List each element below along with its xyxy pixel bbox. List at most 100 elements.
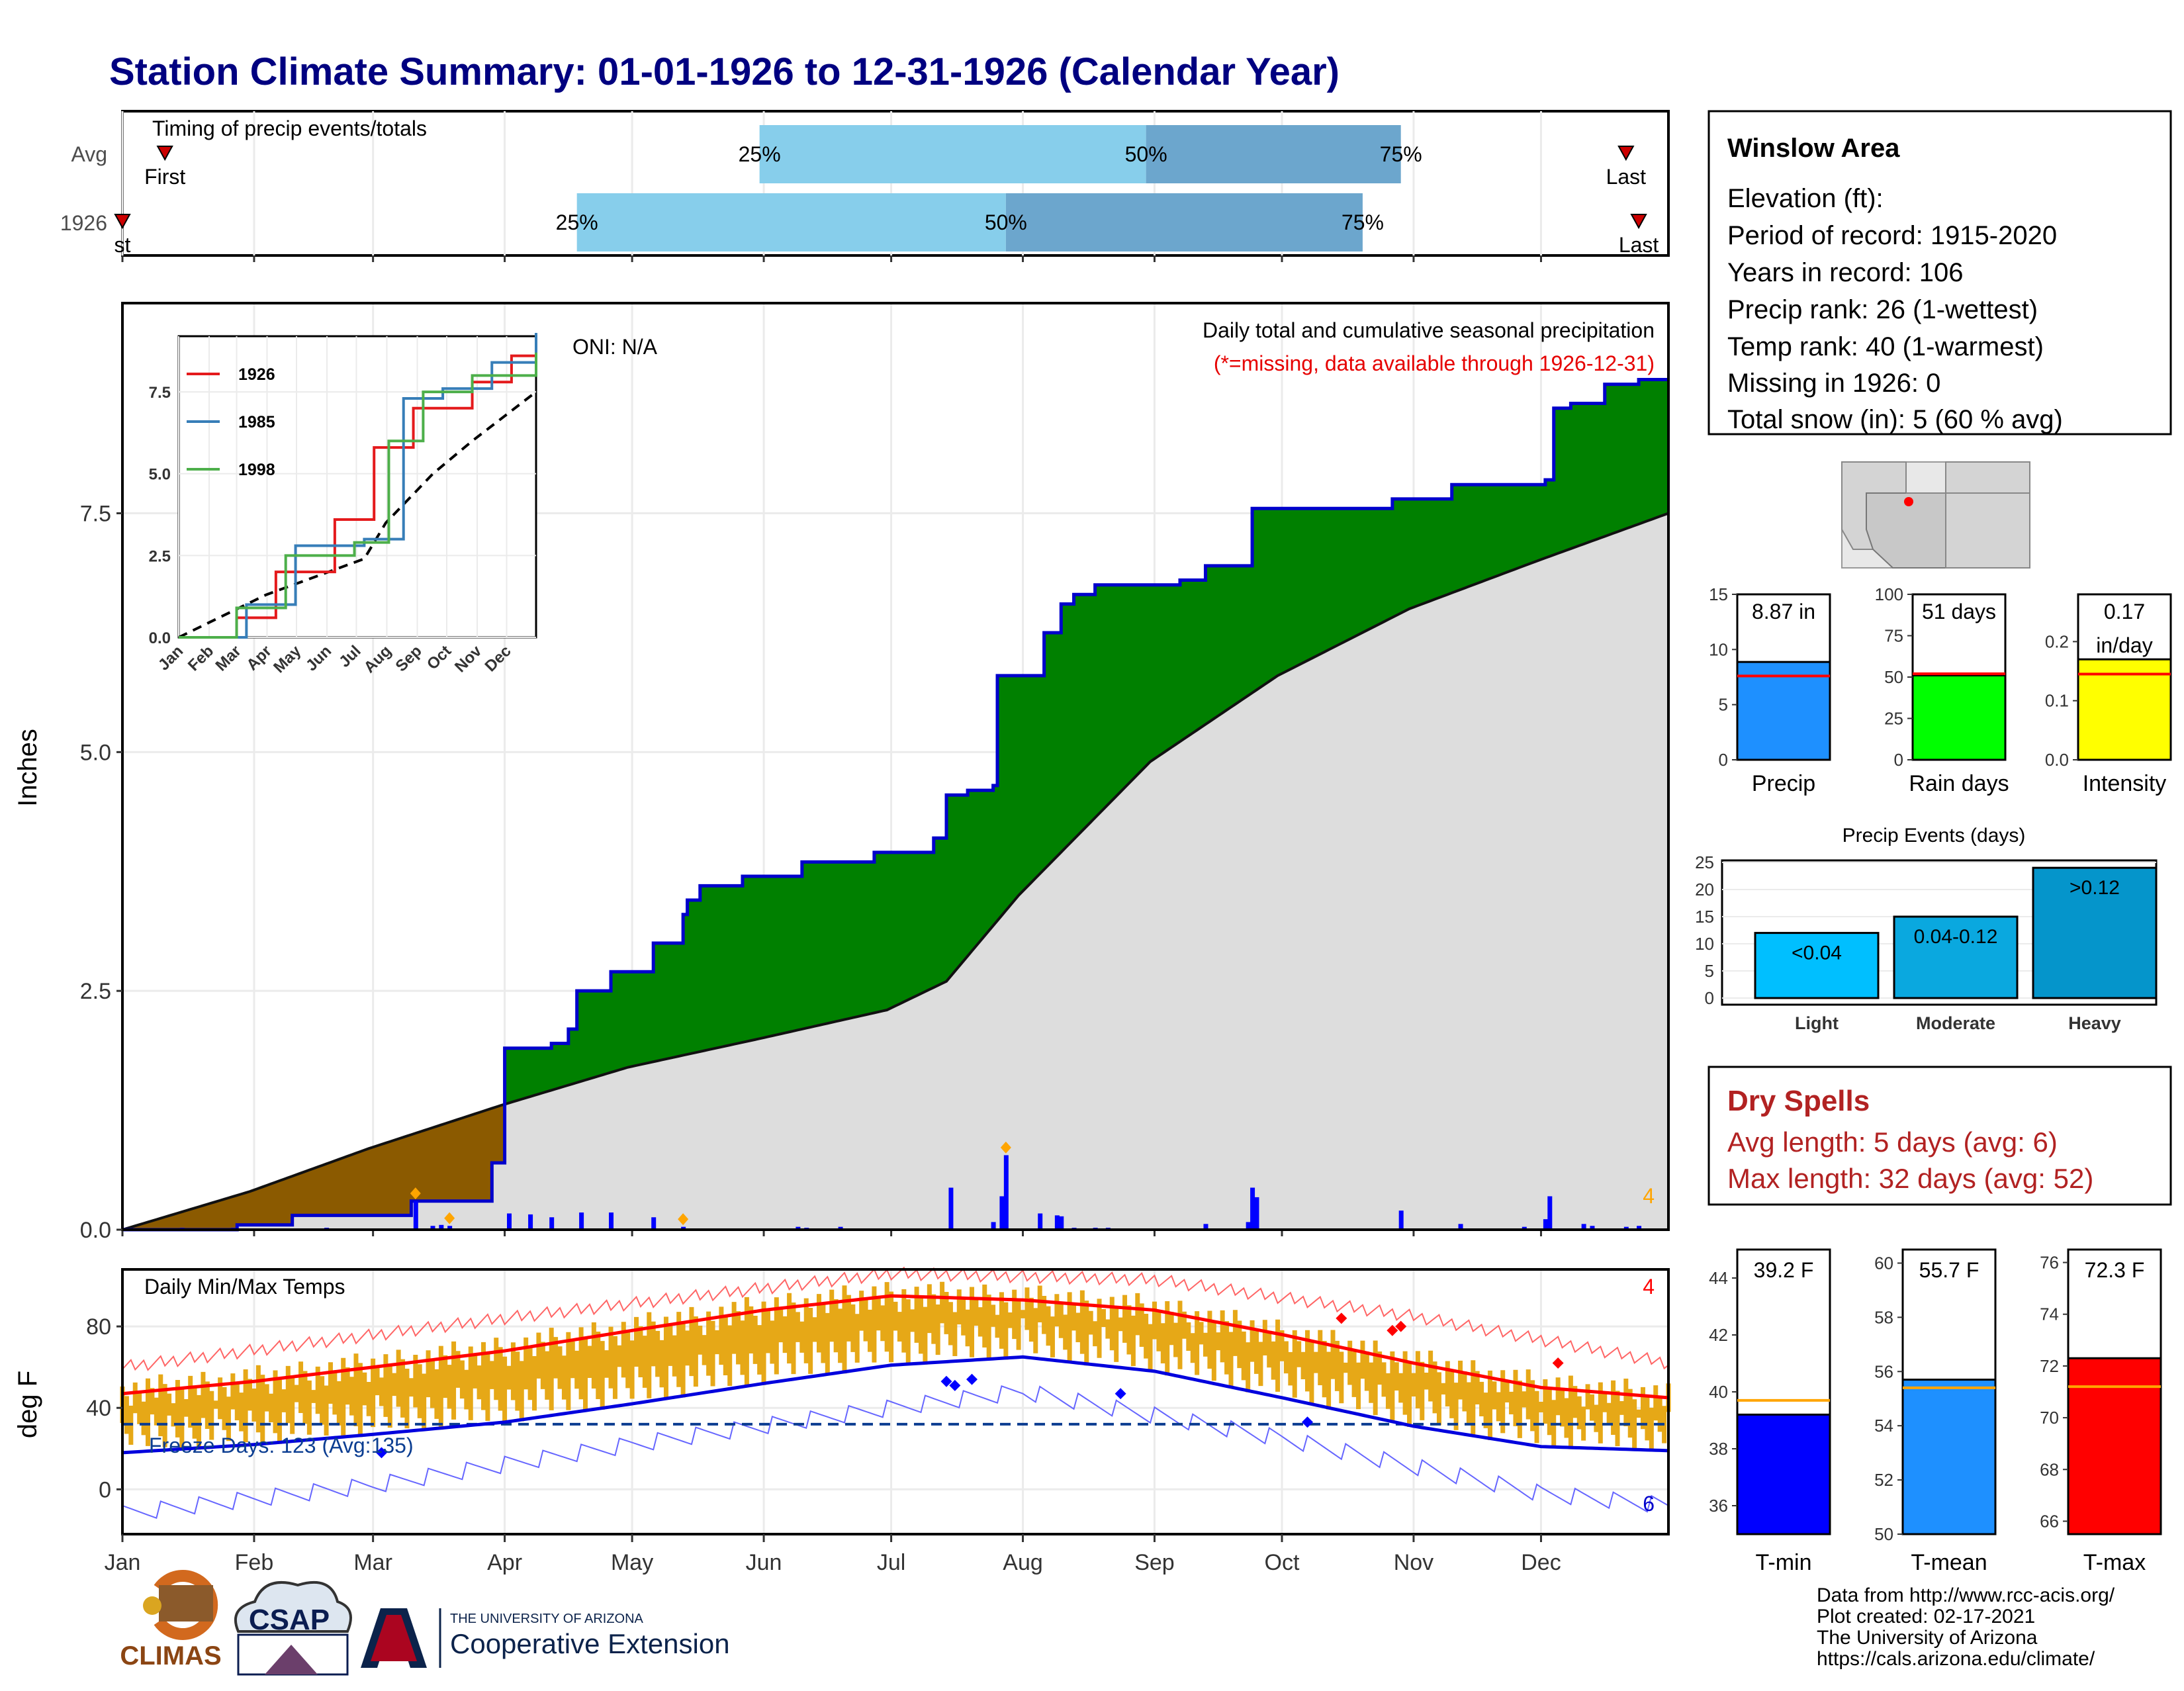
temp-bar-ytick-0-1: 38 <box>1709 1439 1728 1459</box>
cumulative-1926-line <box>122 377 1668 1232</box>
map-state-nm <box>1945 461 2030 569</box>
avg-q25-label: 25% <box>739 142 781 166</box>
temp-bar-label-1: T-mean <box>1911 1550 1987 1575</box>
station-location-marker <box>1904 497 1913 506</box>
record-high-marker-3 <box>1552 1357 1564 1369</box>
csap-logo-cloud <box>234 1580 352 1633</box>
record-precip-marker-3 <box>1000 1141 1011 1154</box>
temp-title: Daily Min/Max Temps <box>144 1275 345 1299</box>
timing-panel: Timing of precip events/totals Avg 1926 … <box>60 110 1670 257</box>
daily-precip-bar-11 <box>609 1212 614 1230</box>
year-first-marker <box>114 214 131 230</box>
climas-logo: CLIMAS <box>120 1570 222 1670</box>
precip-ytick-2: 5.0 <box>80 740 111 765</box>
footer: CLIMAS CSAP THE UNIVERSITY OF ARIZONA Co… <box>120 1570 2115 1676</box>
daily-precip-bar-31 <box>1398 1211 1404 1230</box>
daily-precip-bar-34 <box>1543 1219 1548 1230</box>
daily-precip-bar-9 <box>549 1217 555 1230</box>
temp-bar-label-0: T-min <box>1756 1550 1812 1575</box>
year-q75-label: 75% <box>1342 210 1384 234</box>
temp-panel-frame <box>121 1268 1670 1535</box>
temp-bar-ytick-2-1: 68 <box>2040 1459 2059 1479</box>
footer-line-url: https://cals.arizona.edu/climate/ <box>1817 1648 2095 1670</box>
month-tick-aug: Aug <box>1003 1550 1043 1575</box>
dry-spells-frame <box>1707 1066 2172 1206</box>
events-bar-heavy <box>2032 866 2158 999</box>
inset-legend: 1926 1985 1998 <box>187 365 275 479</box>
temp-bar-value-0: 39.2 F <box>1754 1258 1814 1282</box>
timing-row-1926: 1926 <box>60 211 107 235</box>
avg-first-label: First <box>144 165 185 189</box>
summary-bar-value-unit-2: in/day <box>2096 633 2152 657</box>
daily-precip-bar-4 <box>430 1226 435 1230</box>
temp-bar-t-max: 72.3 F 66 68 70 72 74 76 T-max <box>2040 1248 2162 1575</box>
events-category-1: Moderate <box>1916 1013 1995 1033</box>
ua-logo-big-text: Cooperative Extension <box>450 1628 730 1659</box>
month-tick-nov: Nov <box>1394 1550 1433 1575</box>
inset-ytick-1: 2.5 <box>149 547 171 565</box>
dry-spells-max: Max length: 32 days (avg: 52) <box>1727 1163 2093 1194</box>
csap-logo-text: CSAP <box>249 1604 330 1636</box>
temp-bar-ytick-2-5: 76 <box>2040 1253 2059 1273</box>
info-precip-rank: Precip rank: 26 (1-wettest) <box>1727 295 2038 324</box>
events-category-0: Light <box>1795 1013 1839 1033</box>
record-low-marker-1 <box>940 1375 952 1387</box>
avg-max-line <box>122 1294 1669 1400</box>
record-low-marker-5 <box>1302 1416 1313 1428</box>
temp-record-min-count: 6 <box>1643 1492 1655 1516</box>
precip-yticks: 0.0 2.5 5.0 7.5 <box>80 502 122 1243</box>
precip-events-chart: Precip Events (days) 0 5 10 15 20 25 <0.04 Ligh… <box>1695 825 2158 1033</box>
temp-bar-ytick-1-2: 54 <box>1874 1416 1893 1436</box>
daily-precip-bar-10 <box>579 1212 584 1230</box>
temp-record-max-count: 4 <box>1643 1275 1655 1299</box>
summary-bar-ytick-1-3: 75 <box>1884 626 1903 646</box>
climas-logo-sun <box>143 1596 161 1615</box>
timing-bars: 25% 50% 75% First Last 25% 50% 75% st Last <box>114 125 1659 257</box>
events-category-2: Heavy <box>2068 1013 2121 1033</box>
avg-q75-label: 75% <box>1380 142 1422 166</box>
temp-bar-ytick-2-2: 70 <box>2040 1408 2059 1428</box>
temp-panel: deg F 0 40 80 Daily Min/Max Temps 4 6 Free… <box>13 1266 1671 1575</box>
temp-bar-ytick-1-5: 60 <box>1874 1253 1893 1273</box>
events-bar-label-2: >0.12 <box>2070 877 2120 899</box>
summary-bar-intensity: 0.17 in/day 0.0 0.1 0.2 Intensity <box>2045 593 2172 796</box>
daily-precip-bar-13 <box>681 1226 686 1230</box>
daily-precip-bar-18 <box>991 1222 996 1230</box>
events-bar-moderate <box>1893 915 2019 999</box>
csap-logo-mountain <box>265 1645 318 1674</box>
summary-bar-fill-2 <box>2077 658 2172 761</box>
avg-cumulative-line <box>122 512 1669 1231</box>
events-ytick-3: 15 <box>1695 907 1714 927</box>
precip-ytick-3: 7.5 <box>80 502 111 527</box>
temp-bar-ytick-1-3: 56 <box>1874 1361 1893 1381</box>
avg-q25-q50-bar <box>759 125 1146 183</box>
year-first-label: st <box>114 233 131 257</box>
summary-bar-ytick-0-3: 15 <box>1709 584 1728 604</box>
info-elevation: Elevation (ft): <box>1727 184 1884 213</box>
daily-precip-bar-16 <box>838 1226 843 1230</box>
daily-precip-bar-19 <box>999 1196 1005 1230</box>
footer-line-university: The University of Arizona <box>1817 1627 2038 1649</box>
daily-precip-bar-23 <box>1059 1216 1064 1230</box>
daily-precip-bar-36 <box>1581 1224 1586 1230</box>
footer-line-source: Data from http://www.rcc-acis.org/ <box>1817 1584 2115 1606</box>
record-max-line <box>122 1266 1669 1371</box>
temp-bar-ytick-2-3: 72 <box>2040 1356 2059 1376</box>
events-bar-label-1: 0.04-0.12 <box>1914 926 1998 948</box>
daily-precip-bar-28 <box>1246 1222 1251 1230</box>
timing-row-avg: Avg <box>71 142 107 166</box>
temp-bar-ytick-1-4: 58 <box>1874 1307 1893 1327</box>
inset-average-line <box>178 390 537 639</box>
temp-summary-bars: 39.2 F 36 38 40 42 44 T-min 55.7 F 50 52 54 56 58 60 T… <box>1709 1248 2162 1575</box>
info-period: Period of record: 1915-2020 <box>1727 221 2057 250</box>
daily-precip-bar-22 <box>1054 1215 1060 1230</box>
daily-precip-bar-20 <box>1003 1155 1009 1230</box>
summary-bar-ytick-0-1: 5 <box>1719 695 1728 715</box>
summary-bar-precip: 8.87 in 0 5 10 15 Precip <box>1709 584 1831 796</box>
summary-bar-fill-0 <box>1736 661 1831 761</box>
dry-spells-title: Dry Spells <box>1727 1085 1870 1117</box>
month-tick-dec: Dec <box>1521 1550 1561 1575</box>
temp-bar-value-2: 72.3 F <box>2085 1258 2145 1282</box>
